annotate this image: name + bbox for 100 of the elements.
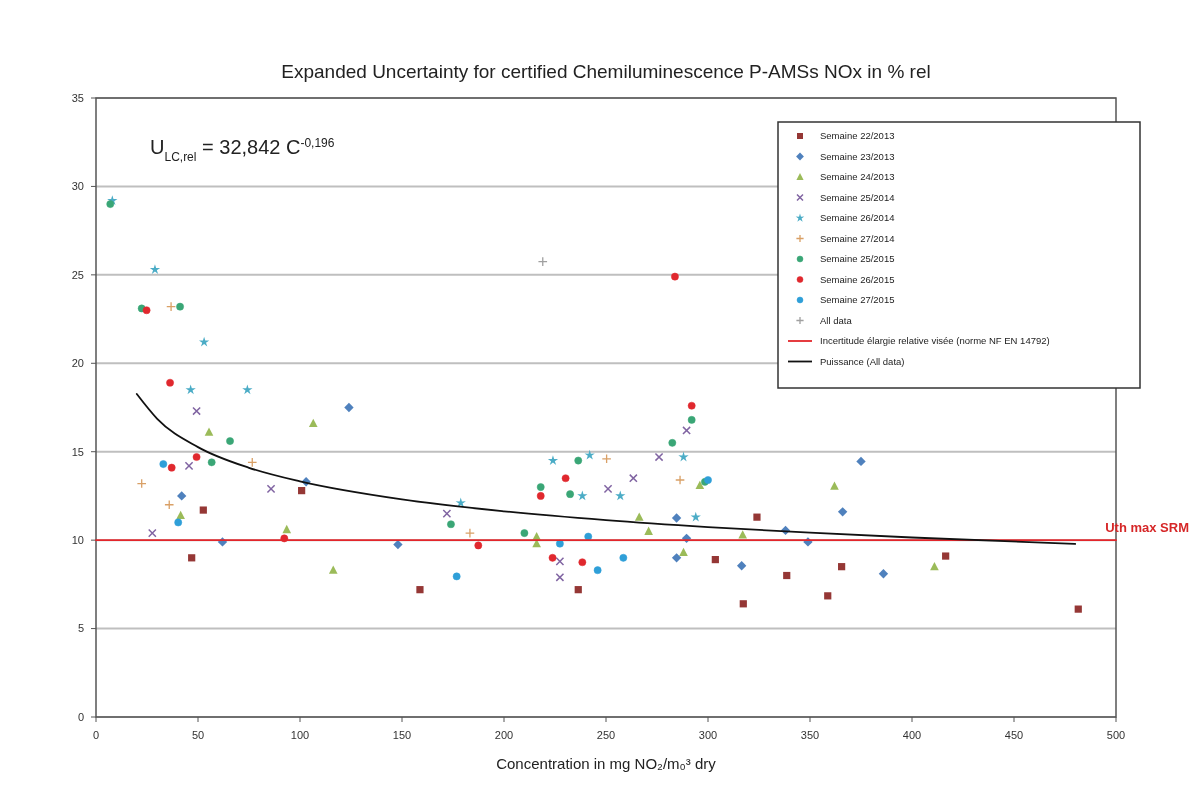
- y-tick-label: 5: [77, 622, 84, 635]
- point: [711, 556, 719, 564]
- point: [520, 529, 529, 537]
- point: [856, 456, 866, 467]
- y-tick-label: 35: [71, 91, 84, 104]
- point: [687, 401, 696, 410]
- x-tick-label: 50: [191, 729, 205, 741]
- legend-label: All data: [820, 314, 853, 326]
- point: [536, 483, 545, 491]
- point: [619, 553, 628, 562]
- point: [328, 565, 338, 574]
- point: [574, 586, 582, 594]
- point: [687, 416, 696, 424]
- point: [142, 306, 151, 315]
- legend-label: Semaine 27/2015: [820, 294, 895, 306]
- point: [198, 336, 210, 347]
- legend-label: Puissance (All data): [820, 355, 905, 367]
- point: [838, 563, 846, 571]
- x-tick-label: 250: [596, 729, 616, 741]
- point: [679, 547, 688, 557]
- point: [464, 528, 475, 539]
- point: [878, 569, 889, 579]
- point: [644, 526, 653, 535]
- x-tick-label: 400: [902, 729, 922, 741]
- point: [174, 518, 183, 527]
- point: [690, 511, 701, 522]
- x-tick-label: 300: [698, 729, 718, 741]
- point: [204, 427, 214, 436]
- point: [556, 539, 564, 548]
- point: [824, 592, 832, 600]
- legend-label: Semaine 26/2014: [820, 212, 895, 224]
- legend-label: Semaine 23/2013: [820, 150, 895, 162]
- y-tick-label: 20: [71, 357, 84, 370]
- point: [167, 463, 176, 472]
- point: [308, 418, 318, 428]
- point: [837, 507, 848, 517]
- point: [192, 453, 201, 461]
- x-axis-title: Concentration in mg NO₂/m₀³ dry: [496, 755, 717, 772]
- point: [584, 532, 593, 541]
- point: [593, 566, 602, 575]
- x-tick-label: 450: [1004, 729, 1024, 741]
- y-tick-label: 25: [71, 268, 84, 281]
- point: [177, 491, 187, 501]
- point: [561, 474, 570, 483]
- point: [159, 460, 168, 468]
- y-tick-label: 30: [71, 180, 84, 193]
- point: [675, 475, 686, 485]
- point: [555, 572, 565, 582]
- x-tick-label: 150: [392, 729, 412, 741]
- point: [547, 455, 559, 465]
- point: [555, 557, 565, 566]
- point: [452, 572, 461, 581]
- point: [930, 561, 939, 571]
- point: [207, 458, 216, 467]
- point: [147, 528, 157, 538]
- point: [695, 480, 705, 489]
- point: [628, 473, 638, 483]
- point: [548, 553, 557, 562]
- x-tick-label: 0: [92, 729, 100, 741]
- point: [474, 541, 483, 550]
- legend-label: Semaine 27/2014: [820, 232, 895, 244]
- point: [298, 487, 306, 495]
- point: [577, 490, 588, 501]
- point: [615, 490, 626, 501]
- point: [671, 272, 679, 281]
- point: [192, 406, 201, 416]
- legend-label: Semaine 22/2013: [820, 130, 895, 142]
- annotation: U$_{LC,rel}$ = 32,842 C$^{-0,196}$: [150, 136, 335, 164]
- point: [668, 439, 677, 447]
- point: [242, 384, 253, 395]
- point: [185, 384, 196, 395]
- point: [106, 200, 115, 208]
- point: [282, 524, 292, 534]
- point: [783, 571, 791, 580]
- point: [344, 402, 354, 413]
- point: [566, 490, 574, 499]
- point: [738, 530, 747, 539]
- y-tick-label: 15: [71, 445, 84, 458]
- legend-label: Semaine 26/2015: [820, 273, 895, 285]
- point: [634, 512, 644, 521]
- point: [942, 552, 950, 560]
- point: [199, 506, 207, 514]
- point: [736, 561, 747, 571]
- x-tick-label: 200: [494, 729, 514, 741]
- point: [226, 437, 234, 445]
- point: [739, 600, 747, 608]
- x-tick-label: 500: [1106, 729, 1126, 741]
- point: [166, 378, 174, 387]
- point: [578, 558, 587, 567]
- point: [184, 461, 194, 471]
- point: [176, 302, 184, 311]
- point: [1074, 605, 1082, 613]
- legend-label: Semaine 24/2013: [820, 171, 895, 183]
- point: [671, 553, 682, 563]
- point: [654, 452, 664, 462]
- legend-label: Incertitude élargie relative visée (norme NF EN 14792): [820, 335, 1050, 347]
- point: [447, 520, 455, 529]
- point: [753, 513, 761, 521]
- legend-label: Semaine 25/2015: [820, 253, 895, 265]
- point: [678, 451, 689, 462]
